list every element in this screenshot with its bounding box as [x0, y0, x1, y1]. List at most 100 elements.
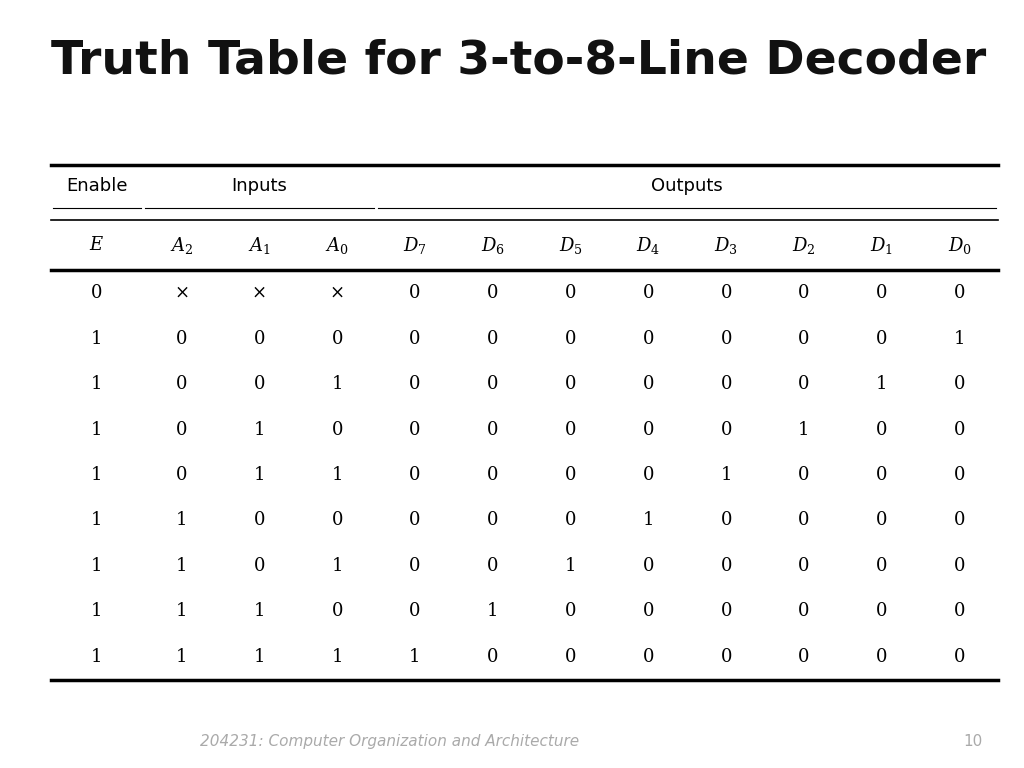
- Text: 1: 1: [91, 648, 102, 666]
- Text: 0: 0: [721, 375, 732, 393]
- Text: 1: 1: [798, 421, 810, 439]
- Text: 0: 0: [953, 648, 966, 666]
- Text: 0: 0: [798, 511, 810, 529]
- Text: $D_7$: $D_7$: [403, 235, 427, 256]
- Text: 0: 0: [953, 511, 966, 529]
- Text: 0: 0: [410, 466, 421, 484]
- Text: ×: ×: [252, 284, 267, 302]
- Text: 0: 0: [953, 466, 966, 484]
- Text: $D_5$: $D_5$: [559, 235, 583, 256]
- Text: 0: 0: [565, 329, 577, 348]
- Text: 0: 0: [487, 557, 499, 575]
- Text: 1: 1: [176, 602, 187, 621]
- Text: 1: 1: [953, 329, 966, 348]
- Text: 1: 1: [332, 648, 343, 666]
- Text: 0: 0: [876, 284, 888, 302]
- Text: 0: 0: [332, 329, 343, 348]
- Text: 0: 0: [176, 375, 187, 393]
- Text: $A_1$: $A_1$: [248, 235, 270, 256]
- Text: $A_2$: $A_2$: [170, 235, 194, 256]
- Text: 0: 0: [643, 602, 654, 621]
- Text: 0: 0: [721, 648, 732, 666]
- Text: Inputs: Inputs: [231, 177, 288, 195]
- Text: 1: 1: [721, 466, 732, 484]
- Text: $D_2$: $D_2$: [793, 235, 816, 256]
- Text: $D_6$: $D_6$: [481, 235, 505, 256]
- Text: 0: 0: [721, 511, 732, 529]
- Text: 0: 0: [798, 557, 810, 575]
- Text: 0: 0: [565, 648, 577, 666]
- Text: 1: 1: [176, 511, 187, 529]
- Text: 0: 0: [487, 648, 499, 666]
- Text: 0: 0: [487, 284, 499, 302]
- Text: 1: 1: [91, 466, 102, 484]
- Text: 1: 1: [91, 511, 102, 529]
- Text: 1: 1: [410, 648, 421, 666]
- Text: 0: 0: [487, 329, 499, 348]
- Text: 1: 1: [91, 421, 102, 439]
- Text: 1: 1: [254, 466, 265, 484]
- Text: Outputs: Outputs: [651, 177, 723, 195]
- Text: 1: 1: [565, 557, 577, 575]
- Text: 0: 0: [798, 648, 810, 666]
- Text: 0: 0: [176, 421, 187, 439]
- Text: 0: 0: [721, 602, 732, 621]
- Text: 0: 0: [91, 284, 102, 302]
- Text: 0: 0: [332, 602, 343, 621]
- Text: 1: 1: [643, 511, 654, 529]
- Text: $D_3$: $D_3$: [714, 235, 738, 256]
- Text: 0: 0: [953, 284, 966, 302]
- Text: ×: ×: [330, 284, 345, 302]
- Text: 1: 1: [332, 375, 343, 393]
- Text: 0: 0: [332, 421, 343, 439]
- Text: 1: 1: [91, 557, 102, 575]
- Text: 10: 10: [964, 733, 983, 749]
- Text: 0: 0: [876, 511, 888, 529]
- Text: 0: 0: [798, 329, 810, 348]
- Text: 0: 0: [254, 511, 265, 529]
- Text: 0: 0: [643, 421, 654, 439]
- Text: 0: 0: [410, 284, 421, 302]
- Text: 0: 0: [798, 466, 810, 484]
- Text: 0: 0: [565, 602, 577, 621]
- Text: $D_4$: $D_4$: [636, 235, 660, 256]
- Text: 0: 0: [876, 557, 888, 575]
- Text: 0: 0: [643, 557, 654, 575]
- Text: $E$: $E$: [89, 237, 104, 254]
- Text: 0: 0: [876, 648, 888, 666]
- Text: 0: 0: [798, 284, 810, 302]
- Text: 0: 0: [565, 284, 577, 302]
- Text: 0: 0: [565, 375, 577, 393]
- Text: 1: 1: [91, 375, 102, 393]
- Text: 0: 0: [487, 466, 499, 484]
- Text: 0: 0: [410, 602, 421, 621]
- Text: 0: 0: [953, 557, 966, 575]
- Text: 0: 0: [254, 557, 265, 575]
- Text: $D_0$: $D_0$: [947, 235, 972, 256]
- Text: 0: 0: [876, 602, 888, 621]
- Text: $D_1$: $D_1$: [870, 235, 893, 256]
- Text: 0: 0: [721, 557, 732, 575]
- Text: 0: 0: [410, 329, 421, 348]
- Text: 0: 0: [721, 284, 732, 302]
- Text: 1: 1: [487, 602, 499, 621]
- Text: 1: 1: [176, 557, 187, 575]
- Text: 0: 0: [254, 375, 265, 393]
- Text: 0: 0: [643, 466, 654, 484]
- Text: 0: 0: [876, 466, 888, 484]
- Text: 1: 1: [91, 602, 102, 621]
- Text: 1: 1: [254, 602, 265, 621]
- Text: 1: 1: [876, 375, 888, 393]
- Text: 0: 0: [410, 557, 421, 575]
- Text: 1: 1: [332, 557, 343, 575]
- Text: 0: 0: [332, 511, 343, 529]
- Text: $A_0$: $A_0$: [326, 235, 349, 256]
- Text: 0: 0: [953, 421, 966, 439]
- Text: 0: 0: [410, 375, 421, 393]
- Text: Truth Table for 3-to-8-Line Decoder: Truth Table for 3-to-8-Line Decoder: [51, 38, 986, 84]
- Text: 0: 0: [798, 602, 810, 621]
- Text: 0: 0: [643, 284, 654, 302]
- Text: 0: 0: [487, 375, 499, 393]
- Text: 0: 0: [953, 375, 966, 393]
- Text: 0: 0: [876, 421, 888, 439]
